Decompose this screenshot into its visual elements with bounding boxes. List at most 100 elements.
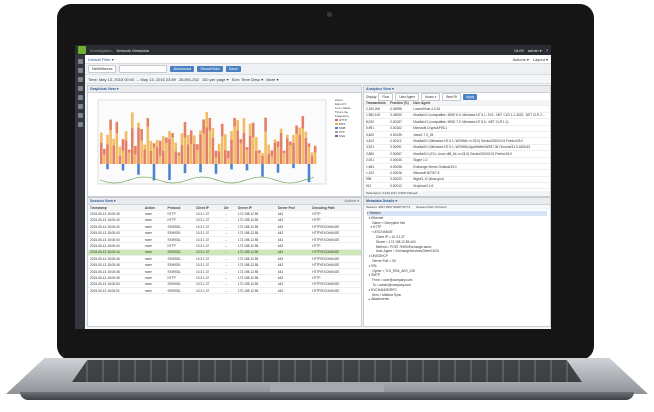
table-row[interactable]: 2015-05-13 15:00:40 none HTTP 10.3.1.37 → 172… (88, 217, 361, 225)
chart-bar[interactable] (282, 153, 286, 164)
chart-bar[interactable] (230, 164, 233, 170)
export-button[interactable]: Export ▾ (335, 102, 347, 106)
chart-bar[interactable] (211, 137, 215, 164)
table-row[interactable]: 2015-05-13 15:00:52 none SSH/SSL 10.3.1.37 →… (88, 287, 361, 295)
chart-bar[interactable] (146, 118, 150, 127)
apply-button[interactable]: Apply (463, 93, 478, 100)
chart-bar[interactable] (307, 164, 311, 183)
table-row[interactable]: 2015-05-13 15:00:38 none HTTP 10.3.1.37 → 172… (88, 210, 361, 218)
chart-bar[interactable] (220, 123, 224, 137)
chart-bar[interactable] (162, 150, 165, 164)
chart-bar[interactable] (258, 150, 261, 153)
chart-bar[interactable] (121, 164, 125, 171)
tree-node[interactable]: ▾ HTTP (367, 225, 382, 230)
column-header[interactable]: Action (142, 205, 166, 212)
column-header[interactable]: Decoding Path (310, 205, 361, 212)
chart-bar[interactable] (298, 127, 301, 135)
chart-bar[interactable] (158, 140, 162, 156)
chart-bar[interactable] (205, 112, 208, 128)
chart-bar[interactable] (168, 131, 171, 139)
chart-bar[interactable] (233, 126, 236, 164)
column-header[interactable]: Protocol (165, 205, 194, 212)
chart-bar[interactable] (279, 128, 283, 133)
chart-bar[interactable] (109, 130, 112, 164)
table-row[interactable]: 2015-05-13 15:00:40 none SSH/SSL 10.3.1.37 →… (88, 236, 361, 244)
chart-bar[interactable] (292, 143, 295, 164)
chart-bar[interactable] (310, 155, 314, 164)
chart-bar[interactable] (183, 137, 187, 164)
chart-bar[interactable] (140, 140, 143, 164)
tree-node[interactable]: ▾ Session (367, 211, 547, 216)
tree-node[interactable]: ▸ Attachments (367, 297, 389, 302)
display-select[interactable]: Flow (378, 92, 394, 101)
chart-bar[interactable] (199, 134, 202, 164)
chart-bar[interactable] (227, 150, 230, 159)
chart-bar[interactable] (193, 135, 196, 144)
chart-bar[interactable] (158, 155, 162, 164)
nav-investigate-icon[interactable] (77, 68, 83, 73)
tree-node[interactable]: ▾ EXCHANGE/RPC (367, 287, 397, 292)
table-row[interactable]: 5,820 0.00135 Java/1.7.0_45 (364, 131, 550, 139)
chart-bar[interactable] (295, 125, 298, 135)
chart-bar[interactable] (276, 141, 280, 147)
panel-title[interactable]: Analytics View ▾ (366, 87, 394, 91)
chart-bar[interactable] (220, 136, 224, 164)
help-icon[interactable]: ? (545, 47, 548, 53)
query-chip[interactable]: NetWitness (88, 65, 117, 73)
chart-bar[interactable] (137, 127, 140, 164)
nav-alerts-icon[interactable] (77, 113, 83, 118)
table-row[interactable]: 2015-05-13 15:00:48 none HTTP 10.3.1.37 → 172… (88, 274, 361, 282)
chart-bar[interactable] (183, 121, 187, 138)
chart-bar[interactable] (248, 123, 252, 136)
tree-node[interactable]: User-Agent = ExchangeServicesClient/15.0… (367, 249, 440, 254)
panel-title[interactable]: Session View ▾ (90, 199, 116, 203)
table-row[interactable]: 998 0.00023 Wget/1.12 (linux-gnu) (364, 176, 550, 184)
tree-node[interactable]: ▾ SSL (367, 263, 378, 268)
chart-bar[interactable] (276, 146, 280, 164)
tree-node[interactable]: ▾ SMTP (367, 273, 381, 278)
chart-bar[interactable] (149, 140, 153, 151)
column-header[interactable]: Dir (222, 205, 236, 212)
chart-bar[interactable] (239, 143, 243, 164)
chart-bar[interactable] (103, 154, 106, 164)
tree-node[interactable]: Method = POST /EWS/Exchange.asmx (367, 244, 432, 249)
tree-node[interactable]: ▾ DNS/DHCP (367, 254, 388, 259)
chart-bar[interactable] (112, 138, 115, 146)
chart-bar[interactable] (224, 134, 227, 150)
chart-bar[interactable] (100, 132, 103, 143)
chart-bar[interactable] (239, 139, 243, 144)
chart-bar[interactable] (134, 154, 137, 164)
table-row[interactable]: 8,020 0.00187 Mozilla/4.0 (compatible; MSI… (364, 118, 550, 126)
chart-bar[interactable] (236, 130, 239, 164)
chart-bar[interactable] (301, 128, 305, 164)
chart-bar[interactable] (313, 145, 317, 153)
chart-bar[interactable] (301, 116, 305, 129)
chart-bar[interactable] (245, 149, 249, 164)
chart-bar[interactable] (121, 150, 125, 164)
chart-bar[interactable] (174, 142, 177, 152)
chart-bar[interactable] (186, 135, 190, 145)
chart-bar[interactable] (304, 137, 308, 164)
tree-node[interactable]: From = user@company.com (367, 278, 413, 283)
chart-bar[interactable] (180, 145, 184, 164)
chart-bar[interactable] (112, 145, 115, 164)
chart-bar[interactable] (186, 144, 190, 164)
table-row[interactable]: 2015-05-13 15:00:40 none SSH/SSL 10.3.1.37 →… (88, 223, 361, 231)
app-name[interactable]: Investigation (90, 47, 113, 53)
column-select[interactable]: User Agent (395, 92, 419, 101)
chart-bar[interactable] (261, 153, 264, 156)
chart-bar[interactable] (115, 121, 119, 134)
chart-bar[interactable] (255, 137, 258, 151)
chart-bar[interactable] (168, 164, 171, 181)
chart-bar[interactable] (124, 140, 128, 164)
chart-bar[interactable] (140, 129, 143, 141)
chart-bar[interactable] (118, 155, 122, 164)
chart-bar[interactable] (276, 164, 280, 173)
chart-bar[interactable] (270, 150, 274, 157)
actions-menu[interactable]: Actions ▾ (512, 56, 529, 62)
table-row[interactable]: 3,921 0.00091 Mozilla/5.0 (Windows NT 6.1;… (364, 144, 550, 152)
chart-bar[interactable] (267, 144, 270, 154)
query-input[interactable] (119, 65, 168, 73)
table-row[interactable]: 4,812 0.00112 Mozilla/5.0 (Windows NT 6.1;… (364, 137, 550, 145)
chart-bar[interactable] (109, 119, 112, 131)
